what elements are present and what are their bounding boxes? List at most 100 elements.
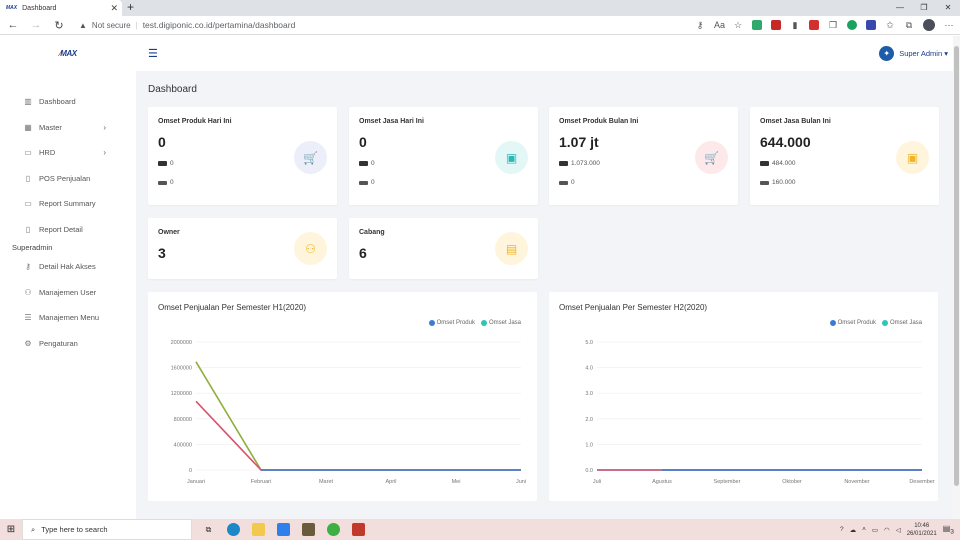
y-tick-label: 0 [189, 468, 192, 474]
legend-item[interactable]: Omset Jasa [881, 320, 922, 326]
x-tick-label: Agustus [652, 479, 672, 485]
y-tick-label: 0.0 [585, 468, 593, 474]
taskbar-search[interactable]: ⌕ Type here to search [22, 519, 192, 540]
credit-card-icon [359, 180, 368, 185]
card-icon-glyph: ▤ [505, 241, 518, 256]
collections-icon[interactable]: ⧉ [905, 20, 913, 30]
card-icon-glyph: ▣ [906, 150, 919, 165]
cash-value: 0 [371, 160, 375, 167]
filezilla-icon[interactable] [352, 523, 365, 536]
system-tray: ? ☁ ˄ ▭ ◠ ◁ 10:46 26/01/2021 ▤3 [840, 522, 960, 538]
monitor-icon: ▭ [24, 199, 32, 209]
edge-icon[interactable] [227, 523, 240, 536]
sidebar-item-detail-hak-akses[interactable]: ⚷ Detail Hak Akses [0, 254, 136, 280]
volume-icon[interactable]: ◁ [895, 526, 901, 534]
key-icon[interactable]: ⚷ [696, 20, 704, 30]
extension-layers-icon[interactable]: ❒ [828, 20, 838, 30]
wallet-icon: ▣ [495, 141, 528, 174]
main-content: ☰ ✦ Super Admin ▾ Dashboard Omset Produk… [136, 36, 960, 519]
sidebar: ⁄MAX ▥ Dashboard ▦ Master › ▭ HRD › ▯ POS Penjual… [0, 36, 136, 519]
windows-start-icon[interactable]: ⊞ [6, 524, 16, 535]
sidebar-item-manajemen-user[interactable]: ⚇ Manajemen User [0, 280, 136, 306]
new-tab-button[interactable]: + [127, 0, 135, 14]
task-view-icon[interactable]: ⧉ [205, 525, 212, 534]
grammarly-icon[interactable] [847, 20, 857, 30]
sidebar-item-dashboard[interactable]: ▥ Dashboard [0, 89, 136, 115]
forward-arrow-icon[interactable]: → [30, 19, 42, 31]
sidebar-item-master[interactable]: ▦ Master › [0, 115, 136, 141]
reload-icon[interactable]: ↻ [54, 19, 64, 32]
legend-item[interactable]: Omset Jasa [480, 320, 521, 326]
sidebar-item-hrd[interactable]: ▭ HRD › [0, 140, 136, 166]
extension-green-icon[interactable] [752, 20, 762, 30]
grid-icon: ▦ [24, 122, 32, 132]
sidebar-item-pos-penjualan[interactable]: ▯ POS Penjualan [0, 166, 136, 192]
profile-avatar[interactable] [923, 19, 935, 31]
extension-icons: ⚷ Aa ☆ ▮ ❒ ✩ ⧉ ⋯ [695, 19, 954, 31]
cash-row: 0 [359, 160, 375, 167]
clock[interactable]: 10:46 26/01/2021 [907, 522, 937, 538]
cash-row: 0 [158, 160, 174, 167]
series-line-omset-produk[interactable] [195, 400, 521, 471]
tab-close-icon[interactable]: ✕ [110, 2, 118, 13]
y-tick-label: 4.0 [585, 366, 593, 372]
extension-record-icon[interactable] [809, 20, 819, 30]
hamburger-menu-icon[interactable]: ☰ [148, 48, 158, 60]
weather-icon[interactable]: ☁ [849, 526, 857, 534]
sidebar-item-report-detail[interactable]: ▯ Report Detail [0, 217, 136, 243]
chat-app-icon[interactable] [327, 523, 340, 536]
more-menu-icon[interactable]: ⋯ [944, 20, 954, 30]
back-arrow-icon[interactable]: ← [7, 19, 19, 31]
x-tick-label: Maret [319, 479, 334, 485]
card-value: 6 [359, 245, 367, 261]
credit-card-icon [158, 180, 167, 185]
stat-card: Owner 3 ⚇ [148, 218, 337, 279]
tab-title: Dashboard [22, 4, 57, 12]
warning-icon[interactable]: ▲ [79, 20, 87, 30]
battery-icon[interactable]: ▭ [871, 526, 879, 534]
app-icon[interactable] [302, 523, 315, 536]
notification-icon[interactable]: ▤3 [942, 523, 954, 536]
cash-icon [359, 161, 368, 166]
file-explorer-icon[interactable] [252, 523, 265, 536]
sidebar-item-pengaturan[interactable]: ⚙ Pengaturan [0, 331, 136, 357]
minimize-button[interactable]: — [896, 3, 904, 12]
brand-logo[interactable]: ⁄MAX [59, 49, 77, 58]
card-icon-glyph: 🛒 [704, 150, 719, 165]
extension-shield-icon[interactable] [866, 20, 876, 30]
legend-item[interactable]: Omset Produk [829, 320, 876, 326]
url-field[interactable]: ▲ Not secure | test.digiponic.co.id/pert… [79, 20, 295, 30]
card-title: Omset Jasa Bulan Ini [760, 118, 831, 125]
brand: ⁄MAX [0, 36, 136, 71]
close-window-button[interactable]: ✕ [944, 3, 952, 12]
notification-count: 3 [950, 528, 954, 536]
extension-tab-icon[interactable]: ▮ [792, 20, 798, 30]
x-tick-label: Juli [593, 479, 601, 485]
vscode-icon[interactable] [277, 523, 290, 536]
card-title: Omset Produk Hari Ini [158, 118, 232, 125]
network-icon[interactable]: ◠ [884, 526, 890, 534]
read-aloud-icon[interactable]: Aa [714, 20, 726, 30]
clock-date: 26/01/2021 [906, 530, 937, 537]
stat-card: Omset Jasa Bulan Ini 644.000 484.000 160.00… [750, 107, 939, 205]
page-scrollbar[interactable] [953, 36, 960, 519]
card-title: Omset Jasa Hari Ini [359, 118, 424, 125]
browser-tab-dashboard[interactable]: MAX Dashboard ✕ [0, 0, 122, 16]
favorites-icon[interactable]: ✩ [886, 20, 894, 30]
sidebar-item-report-summary[interactable]: ▭ Report Summary [0, 191, 136, 217]
extension-red-icon[interactable] [771, 20, 781, 30]
chevron-up-icon[interactable]: ˄ [862, 526, 866, 533]
card-payment-value: 160.000 [772, 179, 796, 186]
user-menu[interactable]: ✦ Super Admin ▾ [879, 46, 948, 61]
cash-row: 484.000 [760, 160, 796, 167]
scrollbar-thumb[interactable] [954, 46, 959, 486]
favorite-star-icon[interactable]: ☆ [733, 20, 743, 30]
legend-item[interactable]: Omset Produk [428, 320, 475, 326]
sidebar-item-label: Dashboard [39, 97, 76, 107]
help-icon[interactable]: ? [839, 526, 844, 533]
maximize-button[interactable]: ❐ [920, 3, 928, 12]
sidebar-item-label: Report Summary [39, 199, 96, 209]
sidebar-item-manajemen-menu[interactable]: ☰ Manajemen Menu [0, 305, 136, 331]
user-icon: ⚇ [24, 287, 32, 297]
sidebar-item-label: Report Detail [39, 224, 83, 234]
